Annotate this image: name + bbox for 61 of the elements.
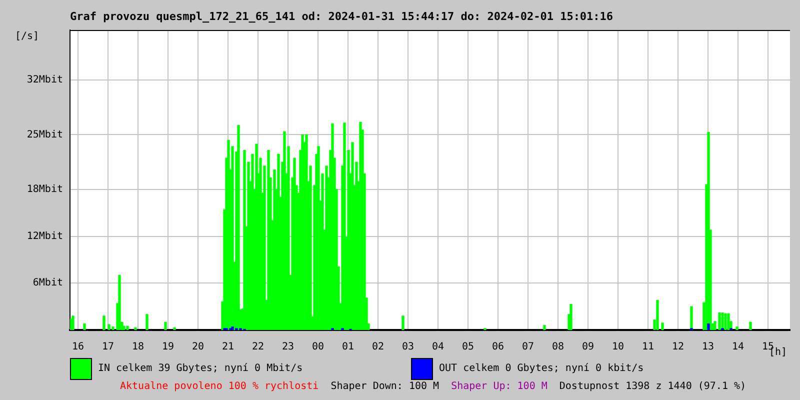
x-tick-label: 13 [702, 342, 714, 353]
bar [543, 324, 546, 330]
y-tick-label: 25Mbit [26, 129, 63, 140]
bar [146, 314, 148, 330]
x-tick-label: 17 [102, 342, 114, 353]
x-tick-label: 19 [162, 342, 174, 353]
bar [83, 323, 86, 330]
x-tick-label: 20 [192, 342, 204, 353]
bar [749, 322, 752, 330]
x-tick-label: 06 [492, 342, 504, 353]
x-tick-label: 00 [312, 342, 324, 353]
x-tick-label: 03 [402, 342, 414, 353]
bar [724, 313, 727, 330]
y-tick-label: 18Mbit [26, 184, 63, 195]
text: Aktualne povoleno 100 % rychlosti [120, 381, 319, 393]
chart-title: Graf provozu quesmpl_172_21_65_141 od: 2024-01-31 15:44:17 do: 2024-02-01 15:01:16 [70, 10, 614, 23]
x-tick-label: 04 [432, 342, 444, 353]
bar [118, 274, 121, 330]
bar [126, 326, 129, 330]
x-tick-label: 12 [672, 342, 684, 353]
bar [108, 324, 110, 330]
bar [237, 124, 240, 330]
x-tick-label: 11 [642, 342, 654, 353]
y-axis-title: [/s] [15, 31, 40, 43]
text: Shaper Down: 100 M [330, 381, 440, 393]
x-tick-label: 23 [282, 342, 294, 353]
x-tick-label: 05 [462, 342, 474, 353]
x-tick-label: 07 [522, 342, 534, 353]
x-tick-label: 18 [132, 342, 144, 353]
y-tick-label: 6Mbit [32, 278, 63, 289]
x-tick-label: 01 [342, 342, 354, 353]
bar [661, 322, 664, 330]
x-tick-label: 16 [72, 342, 84, 353]
x-tick-label: 22 [252, 342, 264, 353]
bar [736, 326, 738, 330]
x-tick-label: 21 [222, 342, 234, 353]
bar [727, 313, 730, 330]
bar [570, 304, 572, 330]
x-tick-label: 10 [612, 342, 624, 353]
bar [656, 300, 659, 330]
x-tick-label: 14 [732, 342, 744, 353]
x-tick-label: 02 [372, 342, 384, 353]
bar [690, 306, 693, 330]
bar [173, 327, 176, 330]
bar [134, 327, 137, 330]
bar [122, 326, 126, 330]
bar [343, 122, 346, 330]
bar [72, 316, 74, 330]
y-tick-label: 12Mbit [26, 230, 63, 242]
y-tick-label: 32Mbit [26, 74, 63, 86]
bar [707, 323, 710, 330]
legend-label: OUT celkem 0 Gbytes; nyní 0 kbit/s [439, 363, 644, 375]
bar [164, 322, 167, 330]
text: Dostupnost 1398 z 1440 (97.1 %) [559, 381, 746, 393]
legend-label: IN celkem 39 Gbytes; nyní 0 Mbit/s [98, 363, 303, 375]
text: Shaper Up: 100 M [451, 381, 548, 393]
x-tick-label: 09 [582, 342, 594, 353]
bar [243, 150, 246, 330]
bar [402, 316, 404, 330]
bar [102, 316, 106, 330]
x-tick-label: 08 [552, 342, 564, 353]
